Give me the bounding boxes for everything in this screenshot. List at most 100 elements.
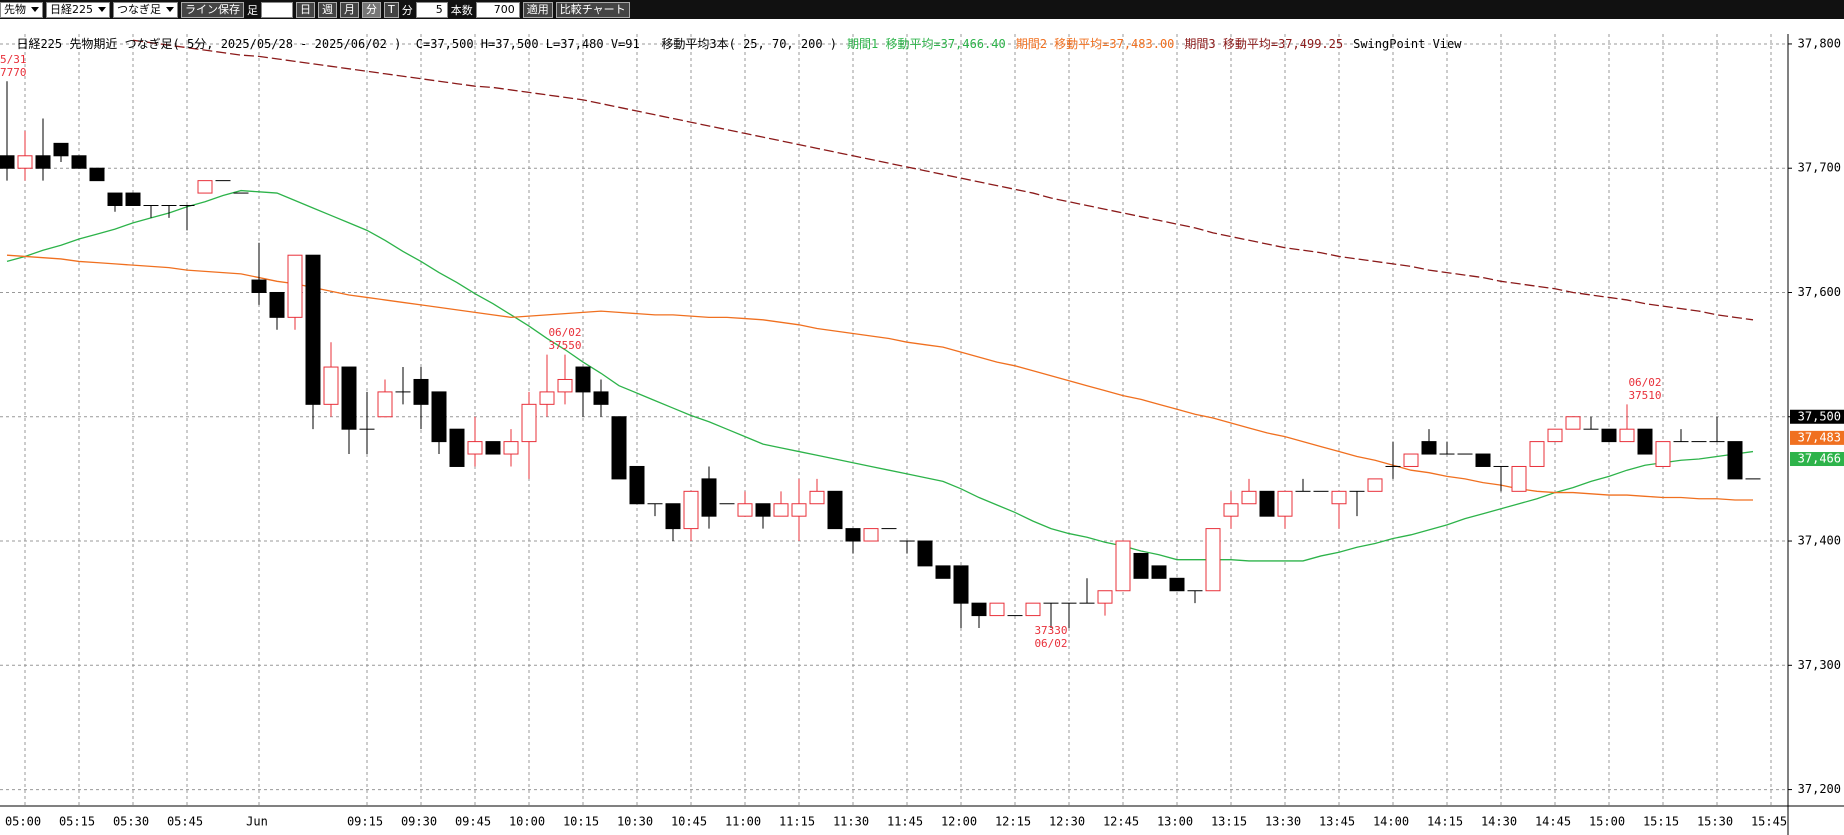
swing-label: 5/31 [0,53,27,66]
ashi-input[interactable] [261,1,293,18]
x-tick-label: 12:30 [1049,815,1085,829]
x-tick-label: 15:45 [1751,815,1787,829]
toolbar: 先物 日経225 つなぎ足 ライン保存 足 日 週 月 分 T 分 5 本数 7… [0,0,1844,19]
swing-label: 37550 [548,339,581,352]
period-button[interactable]: 日 [296,1,315,18]
count-input[interactable]: 700 [475,1,520,18]
swing-label: 37330 [1034,624,1067,637]
candle-body [791,503,807,517]
candle-body [107,192,123,206]
candle-body [17,155,33,169]
candle-body [1025,602,1041,617]
x-tick-label: 11:30 [833,815,869,829]
save-button[interactable]: ライン保存 [181,1,244,18]
candle-body [1727,441,1743,480]
x-tick-label: 10:30 [617,815,653,829]
compare-button[interactable]: 比較チャート [555,1,630,18]
candle-body [1565,416,1581,430]
apply-button[interactable]: 適用 [522,1,553,18]
candle-body [467,441,483,455]
candle-body [1421,441,1437,455]
ashi-label: 足 [247,3,258,17]
period-button[interactable]: 分 [362,1,381,18]
y-tick-label: 37,600 [1798,285,1841,299]
candle-body [377,391,393,418]
price-box [1790,409,1844,424]
x-tick-label: 13:45 [1319,815,1355,829]
candle-body [953,565,969,604]
interval-input[interactable]: 5 [415,1,448,18]
candle-body [305,254,321,405]
x-tick-label: Jun [246,815,268,829]
swing-label: 06/02 [1628,376,1661,389]
candle-body [755,503,771,517]
price-box [1790,430,1844,445]
candle-body [1529,441,1545,467]
x-tick-label: 13:15 [1211,815,1247,829]
candle-body [1547,428,1563,443]
x-tick-label: 11:45 [887,815,923,829]
candle-body [35,155,51,169]
candle-body [629,465,645,505]
price-label: 37,466 [1798,452,1841,466]
market-select[interactable]: 先物 [0,1,43,18]
candle-body [1601,428,1617,443]
x-tick-label: 14:15 [1427,815,1463,829]
period-button[interactable]: T [384,1,399,18]
candle-body [827,490,843,530]
x-tick-label: 14:30 [1481,815,1517,829]
candle-body [701,478,717,517]
candle-body [593,391,609,405]
y-tick-label: 37,800 [1798,36,1841,50]
period-button[interactable]: 週 [318,1,337,18]
candle-body [809,490,825,505]
x-tick-label: 05:15 [59,815,95,829]
candle-body [683,490,699,530]
candle-body [1331,490,1347,505]
chart-title: 日経225 先物期近 つなぎ足( 5分, 2025/05/28 - 2025/0… [16,37,837,51]
candle-body [251,279,267,293]
x-tick-label: 12:00 [941,815,977,829]
candle-body [665,503,681,530]
price-box [1790,452,1844,467]
x-tick-label: 12:15 [995,815,1031,829]
legend-entry: 期間3 移動平均=37,499.25 [1184,37,1344,51]
x-tick-label: 14:45 [1535,815,1571,829]
candle-body [287,254,303,318]
y-tick-label: 37,400 [1798,534,1841,548]
swing-label: 06/02 [1034,637,1067,650]
candle-body [1655,441,1671,467]
y-tick-label: 37,300 [1798,658,1841,672]
plot-area [0,34,1788,802]
x-tick-label: 12:45 [1103,815,1139,829]
info-line: 日経225 先物期近 つなぎ足( 5分, 2025/05/28 - 2025/0… [2,21,1471,52]
candle-body [71,155,87,169]
swing-label: 37510 [1628,389,1661,402]
candle-body [197,180,213,194]
candle-body [845,528,861,542]
candle-body [413,378,429,405]
x-tick-label: 15:00 [1589,815,1625,829]
x-tick-label: 05:00 [5,815,41,829]
x-tick-label: 14:00 [1373,815,1409,829]
candle-body [1097,590,1113,604]
period-button[interactable]: 月 [340,1,359,18]
swing-label: 7770 [0,66,27,79]
candle-body [341,366,357,430]
symbol-select[interactable]: 日経225 [46,1,110,18]
candle-body [1169,577,1185,592]
candle-body [1151,565,1167,579]
x-tick-label: 09:45 [455,815,491,829]
candle-body [1133,552,1149,579]
price-label: 37,483 [1798,430,1841,444]
candle-body [863,528,879,542]
candle-body [917,540,933,567]
ma-line [132,39,1754,321]
candle-body [1367,478,1383,492]
candle-body [1403,453,1419,467]
bar-type-select[interactable]: つなぎ足 [113,1,178,18]
candle-body [1511,465,1527,492]
ma-line [6,189,1754,562]
